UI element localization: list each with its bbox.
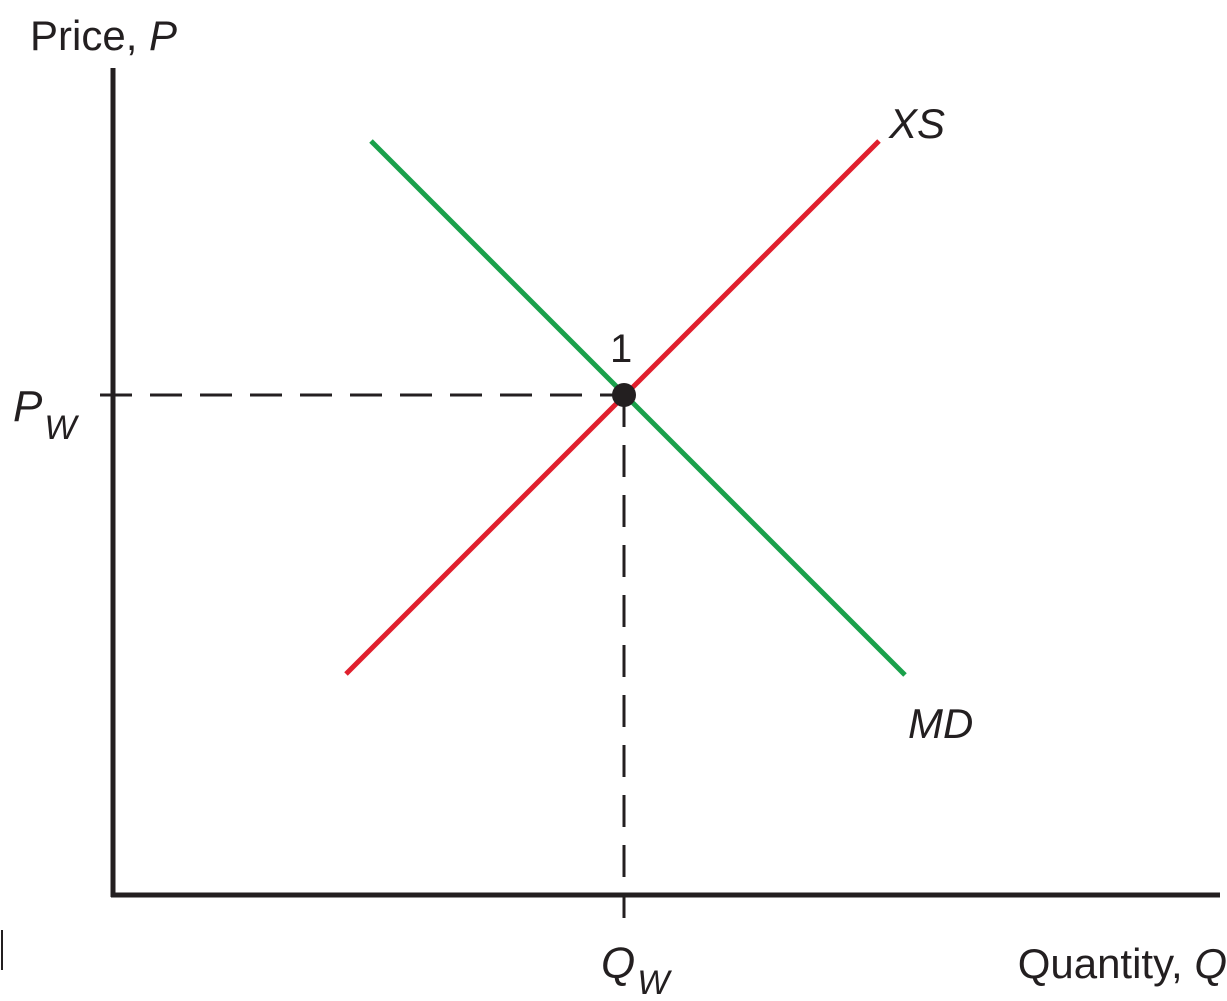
- x-axis-title: Quantity, Q: [1018, 940, 1227, 987]
- equilibrium-point: [612, 383, 636, 407]
- y-axis-title: Price, P: [30, 12, 177, 59]
- price-tick-label: PW: [13, 382, 79, 447]
- supply-curve-label: XS: [888, 100, 945, 147]
- y-axis-symbol: P: [149, 12, 177, 59]
- demand-curve: [369, 139, 907, 677]
- supply-curve: [344, 139, 881, 676]
- quantity-tick-label: QW: [601, 939, 672, 1001]
- x-axis-symbol: Q: [1194, 940, 1227, 987]
- equilibrium-point-label: 1: [610, 327, 632, 371]
- demand-curve-label: MD: [908, 700, 973, 747]
